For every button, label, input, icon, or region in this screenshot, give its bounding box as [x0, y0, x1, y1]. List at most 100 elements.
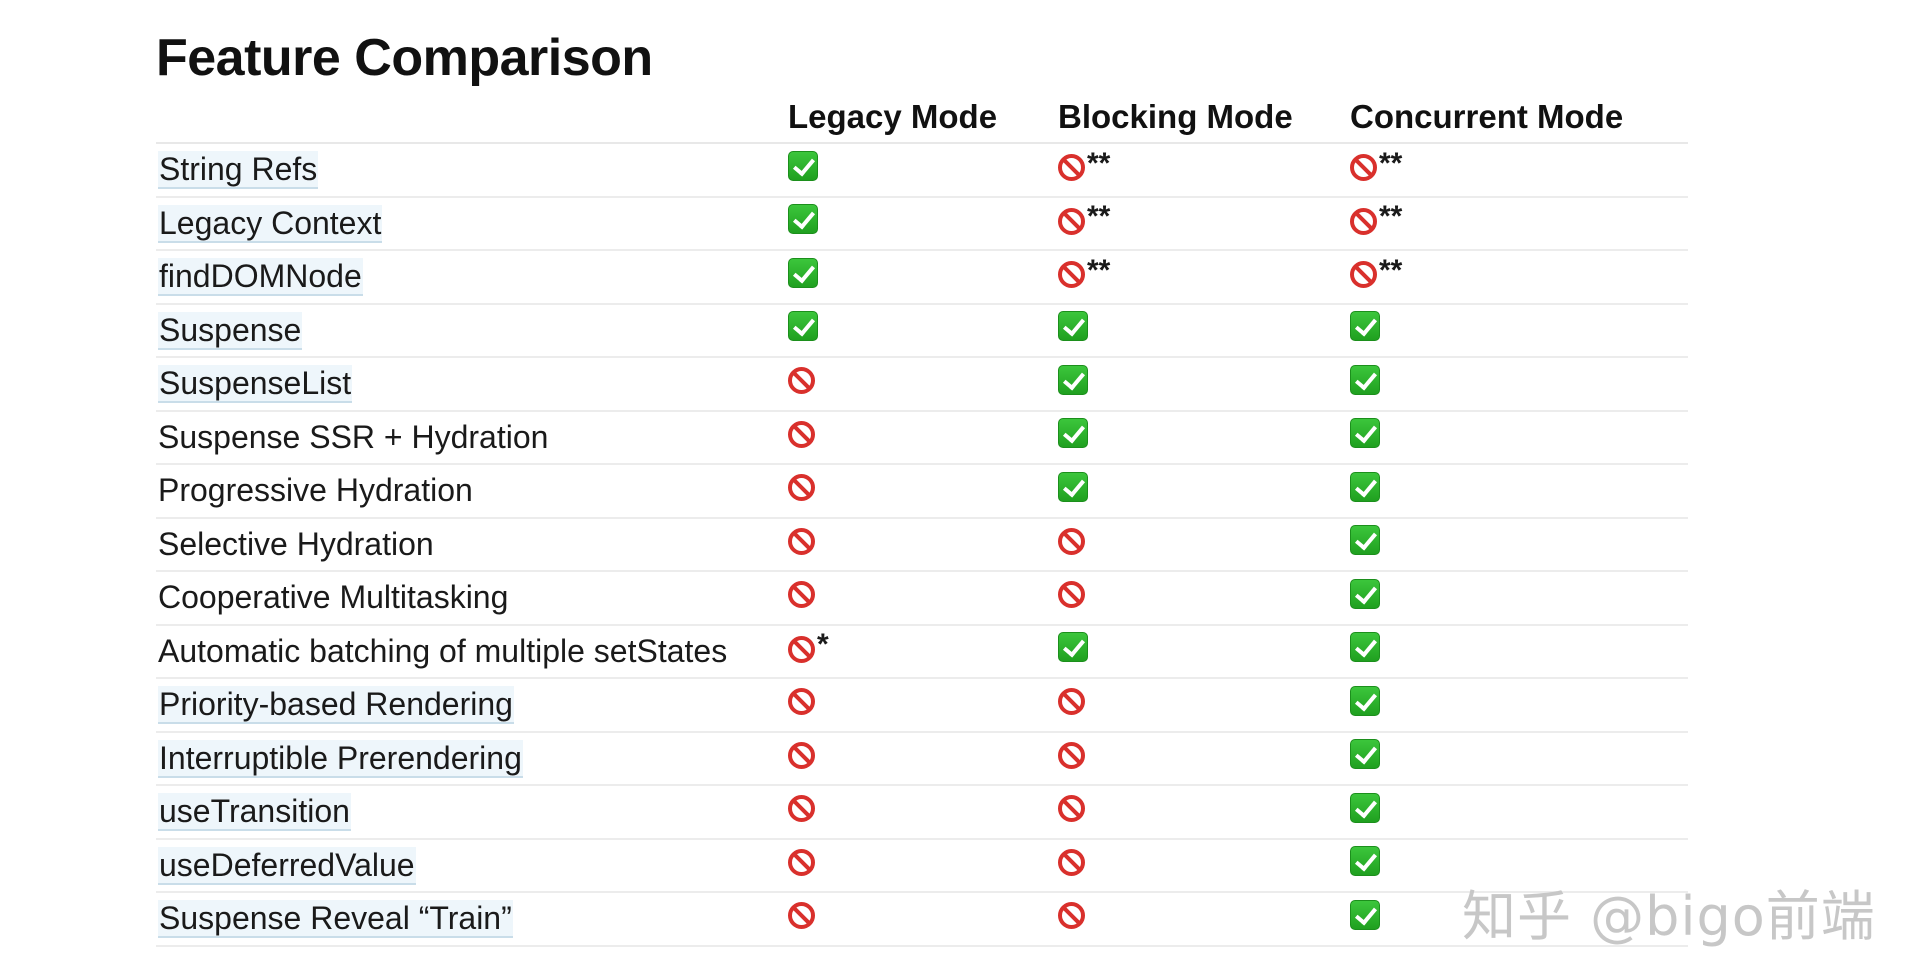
legacy-mode-cell — [786, 785, 1056, 840]
check-mark-icon — [1350, 632, 1380, 663]
concurrent-mode-cell: ** — [1348, 250, 1688, 305]
blocking-status — [1058, 632, 1090, 663]
feature-cell: Progressive Hydration — [156, 464, 786, 519]
feature-cell: Interruptible Prerendering — [156, 731, 786, 786]
footnote-marker: ** — [1379, 146, 1403, 180]
feature-link[interactable]: SuspenseList — [158, 365, 353, 404]
feature-cell: String Refs — [156, 143, 786, 198]
concurrent-status — [1350, 792, 1382, 823]
table-row: Automatic batching of multiple setStates… — [156, 624, 1688, 679]
header-legacy-mode: Legacy Mode — [786, 92, 1056, 144]
legacy-mode-cell — [786, 731, 1056, 786]
page-title: Feature Comparison — [156, 29, 653, 87]
check-mark-icon — [1058, 418, 1088, 449]
blocking-status — [1058, 471, 1090, 502]
blocking-mode-cell: ** — [1056, 143, 1348, 198]
prohibited-icon — [1058, 261, 1085, 288]
legacy-mode-cell — [786, 250, 1056, 305]
feature-link[interactable]: useTransition — [158, 793, 351, 832]
blocking-mode-cell — [1056, 678, 1348, 733]
legacy-status — [788, 311, 820, 342]
check-mark-icon — [1350, 685, 1380, 716]
blocking-status — [1058, 311, 1090, 342]
feature-comparison-table: Legacy Mode Blocking Mode Concurrent Mod… — [156, 92, 1688, 947]
check-mark-icon — [1350, 525, 1380, 556]
feature-cell: Suspense Reveal “Train” — [156, 892, 786, 947]
prohibited-icon — [788, 741, 815, 769]
legacy-status — [788, 902, 817, 930]
check-mark-icon — [788, 257, 818, 288]
header-concurrent-mode: Concurrent Mode — [1348, 92, 1688, 144]
legacy-status — [788, 420, 817, 448]
check-mark-icon — [1350, 739, 1380, 770]
prohibited-icon — [788, 848, 815, 876]
legacy-mode-cell — [786, 517, 1056, 572]
concurrent-status — [1350, 525, 1382, 556]
blocking-status — [1058, 795, 1087, 823]
blocking-status: ** — [1058, 254, 1110, 292]
blocking-mode-cell — [1056, 571, 1348, 626]
concurrent-status — [1350, 632, 1382, 663]
feature-label: Selective Hydration — [158, 525, 434, 562]
footnote-marker: ** — [1087, 253, 1111, 287]
legacy-status — [788, 848, 817, 876]
legacy-mode-cell — [786, 838, 1056, 893]
concurrent-mode-cell — [1348, 785, 1688, 840]
legacy-status — [788, 581, 817, 609]
check-mark-icon — [788, 311, 818, 342]
feature-link[interactable]: Priority-based Rendering — [158, 686, 514, 725]
check-mark-icon — [1350, 471, 1380, 502]
table-row: Suspense SSR + Hydration — [156, 410, 1688, 465]
watermark: 知乎 @bigo前端 — [1462, 885, 1876, 948]
blocking-mode-cell — [1056, 624, 1348, 679]
table-row: useDeferredValue — [156, 838, 1688, 893]
prohibited-icon — [1350, 154, 1377, 181]
blocking-mode-cell — [1056, 464, 1348, 519]
feature-link[interactable]: useDeferredValue — [158, 846, 416, 885]
check-mark-icon — [1350, 846, 1380, 877]
legacy-status — [788, 688, 817, 716]
legacy-status — [788, 367, 817, 395]
header-feature — [156, 92, 786, 144]
check-mark-icon — [1058, 632, 1088, 663]
prohibited-icon — [1058, 154, 1085, 181]
blocking-mode-cell — [1056, 357, 1348, 412]
blocking-mode-cell — [1056, 892, 1348, 947]
concurrent-status — [1350, 364, 1382, 395]
feature-link[interactable]: Suspense Reveal “Train” — [158, 900, 513, 939]
table-row: String Refs ** ** — [156, 143, 1688, 198]
feature-link[interactable]: findDOMNode — [158, 258, 363, 297]
feature-link[interactable]: Legacy Context — [158, 204, 383, 243]
prohibited-icon — [1058, 795, 1085, 823]
concurrent-status: ** — [1350, 147, 1402, 185]
legacy-status — [788, 474, 817, 502]
feature-cell: Selective Hydration — [156, 517, 786, 572]
feature-link[interactable]: Interruptible Prerendering — [158, 739, 523, 778]
blocking-status: ** — [1058, 147, 1110, 185]
feature-link[interactable]: Suspense — [158, 311, 303, 350]
blocking-status: ** — [1058, 200, 1110, 238]
legacy-mode-cell — [786, 410, 1056, 465]
concurrent-mode-cell — [1348, 357, 1688, 412]
blocking-mode-cell: ** — [1056, 250, 1348, 305]
concurrent-status: ** — [1350, 200, 1402, 238]
table-row: Selective Hydration — [156, 517, 1688, 572]
concurrent-status — [1350, 739, 1382, 770]
prohibited-icon — [788, 581, 815, 609]
prohibited-icon — [788, 367, 815, 395]
check-mark-icon — [1058, 311, 1088, 342]
feature-link[interactable]: String Refs — [158, 151, 319, 190]
concurrent-status — [1350, 685, 1382, 716]
table-row: Priority-based Rendering — [156, 678, 1688, 733]
prohibited-icon — [788, 795, 815, 823]
feature-cell: Suspense SSR + Hydration — [156, 410, 786, 465]
feature-label: Cooperative Multitasking — [158, 579, 509, 616]
legacy-mode-cell — [786, 143, 1056, 198]
legacy-status — [788, 741, 817, 769]
blocking-status — [1058, 418, 1090, 449]
concurrent-status — [1350, 471, 1382, 502]
concurrent-mode-cell — [1348, 892, 1688, 947]
footnote-marker: ** — [1087, 146, 1111, 180]
concurrent-mode-cell — [1348, 410, 1688, 465]
